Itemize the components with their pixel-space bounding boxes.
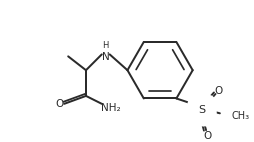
Text: O: O (215, 85, 223, 96)
Text: H: H (103, 41, 109, 50)
Text: NH₂: NH₂ (101, 103, 120, 113)
Text: CH₃: CH₃ (232, 111, 250, 121)
Text: O: O (55, 99, 64, 109)
Text: O: O (203, 131, 211, 141)
Text: N: N (102, 52, 110, 62)
Text: S: S (199, 105, 206, 115)
